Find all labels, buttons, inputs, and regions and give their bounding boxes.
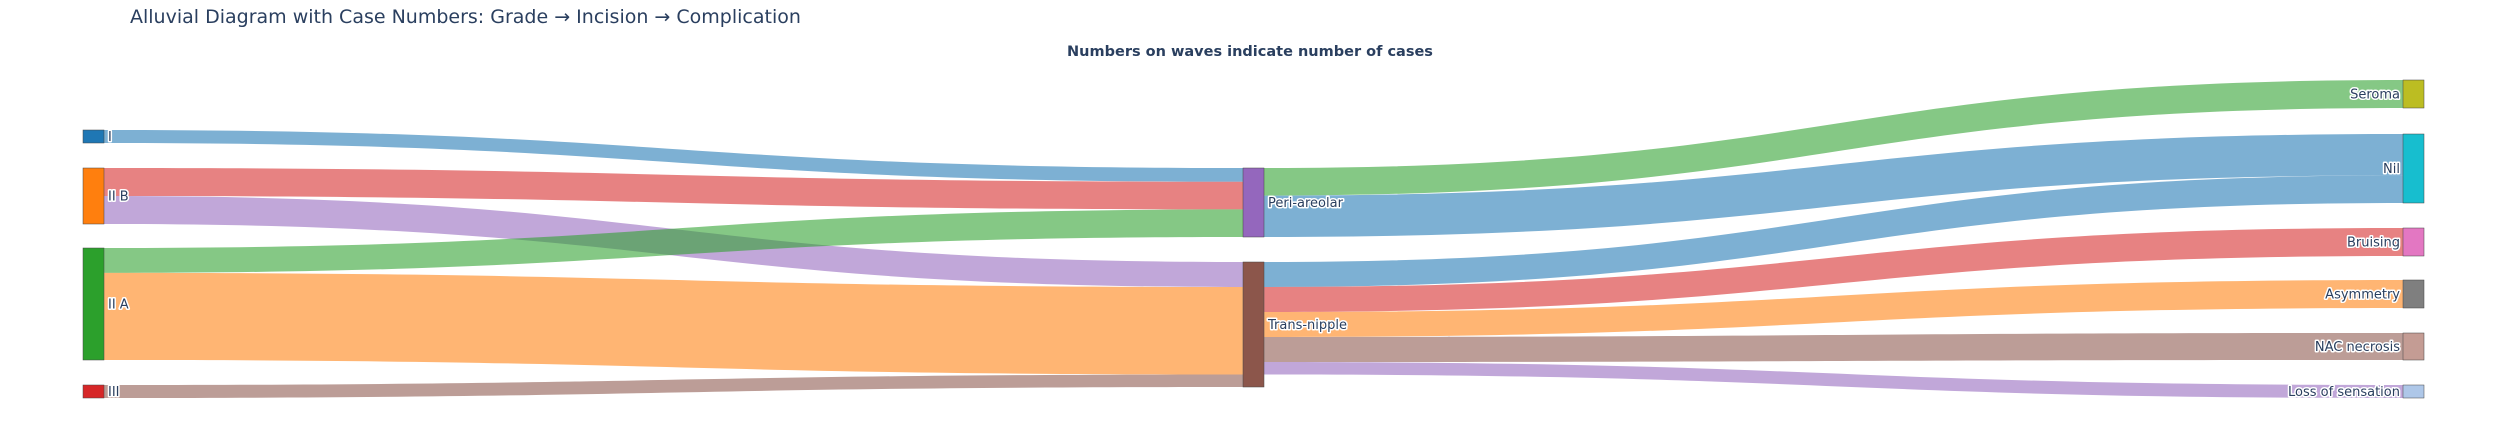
node-grade_IIB[interactable] (82, 167, 105, 225)
node-comp_asym[interactable] (2402, 279, 2425, 309)
flow-grade_I-to-inc_peri[interactable] (104, 130, 1243, 182)
links-layer (104, 80, 2403, 398)
node-comp_loss[interactable] (2402, 384, 2425, 399)
node-label-comp_loss: Loss of sensation (2288, 385, 2400, 400)
flow-inc_peri-to-comp_nil[interactable] (1264, 134, 2403, 237)
node-comp_bruising[interactable] (2402, 227, 2425, 257)
node-grade_III[interactable] (82, 384, 105, 399)
node-label-grade_I: I (108, 130, 112, 145)
node-comp_seroma[interactable] (2402, 79, 2425, 109)
node-label-comp_nac: NAC necrosis (2315, 340, 2400, 355)
node-label-comp_asym: Asymmetry (2325, 288, 2400, 303)
flow-grade_IIA-to-inc_peri[interactable] (104, 209, 1243, 273)
node-grade_I[interactable] (82, 129, 105, 144)
node-label-grade_IIB: II B (108, 190, 129, 205)
diagram-title: Alluvial Diagram with Case Numbers: Grad… (130, 6, 801, 28)
diagram-subtitle: Numbers on waves indicate number of case… (1067, 44, 1433, 60)
flow-inc_peri-to-comp_seroma[interactable] (1264, 80, 2403, 196)
node-grade_IIA[interactable] (82, 247, 105, 361)
flow-inc_trans-to-comp_bruising[interactable] (1264, 228, 2403, 312)
node-inc_peri[interactable] (1242, 167, 1265, 238)
node-label-comp_seroma: Seroma (2350, 88, 2400, 103)
node-label-comp_bruising: Bruising (2347, 236, 2400, 251)
flow-inc_trans-to-comp_nil[interactable] (1264, 175, 2403, 287)
node-label-grade_III: III (108, 385, 120, 400)
flow-grade_III-to-inc_trans[interactable] (104, 374, 1243, 399)
node-comp_nil[interactable] (2402, 133, 2425, 204)
node-comp_nac[interactable] (2402, 332, 2425, 361)
node-label-grade_IIA: II A (108, 298, 129, 313)
nodes-layer (82, 79, 2425, 399)
node-label-comp_nil: Nil (2383, 162, 2400, 177)
flow-inc_trans-to-comp_asym[interactable] (1264, 280, 2403, 337)
labels-layer: I II B II A III Peri-areolar Trans-nipple Sero… (107, 86, 2402, 402)
flow-grade_IIA-to-inc_trans[interactable] (104, 272, 1243, 375)
node-label-inc_trans: Trans-nipple (1267, 318, 1347, 333)
node-inc_trans[interactable] (1242, 261, 1265, 388)
flow-grade_IIB-to-inc_peri[interactable] (104, 168, 1243, 210)
node-label-inc_peri: Peri-areolar (1268, 196, 1344, 211)
flow-inc_trans-to-comp_loss[interactable] (1264, 362, 2403, 398)
flow-inc_trans-to-comp_nac[interactable] (1264, 333, 2403, 362)
